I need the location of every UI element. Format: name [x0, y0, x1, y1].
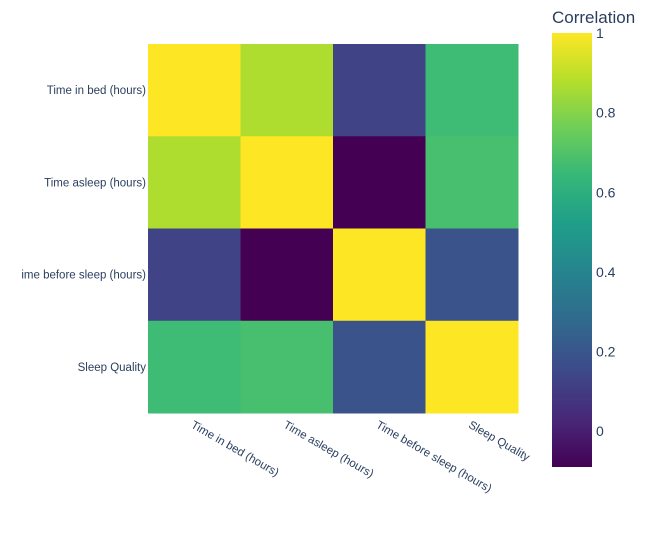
colorbar-tick-label: 0.4: [596, 264, 616, 280]
heatmap-cell-r3-c2: [333, 320, 426, 414]
colorbar: Correlation 0 0.2 0.4 0.6 0.8 1: [552, 8, 635, 467]
y-tick-label: Time in bed (hours): [47, 85, 146, 97]
heatmap-cell-r1-c0: [148, 136, 241, 229]
heatmap-cell-r0-c0: [148, 44, 241, 137]
heatmap-cell-r3-c3: [425, 320, 519, 414]
colorbar-tick-label: 0.2: [596, 344, 616, 360]
heatmap-cell-r1-c2: [333, 136, 426, 229]
colorbar-tick-label: 1: [596, 25, 604, 41]
heatmap-cell-r1-c1: [240, 136, 334, 229]
colorbar-tick-label: 0: [596, 423, 604, 439]
x-axis-tick-labels: Time in bed (hours) Time asleep (hours)Ti…: [189, 419, 532, 495]
y-tick-label: ime before sleep (hours): [21, 270, 146, 282]
heatmap-cells: [148, 44, 519, 414]
y-tick-label: Sleep Quality: [78, 362, 147, 374]
colorbar-gradient: [552, 33, 592, 467]
heatmap-cell-r0-c2: [333, 44, 426, 137]
colorbar-tick-labels: 0 0.2 0.4 0.6 0.8 1: [596, 25, 616, 439]
heatmap-cell-r0-c3: [425, 44, 519, 137]
heatmap-cell-r2-c3: [425, 228, 519, 322]
heatmap-cell-r0-c1: [240, 44, 334, 137]
heatmap-cell-r2-c2: [333, 228, 426, 322]
heatmap-cell-r1-c3: [425, 136, 519, 229]
heatmap-cell-r3-c0: [148, 320, 241, 414]
y-axis-tick-labels: Time in bed (hours) Time asleep (hours) im…: [21, 85, 146, 374]
x-tick-label: Time asleep (hours): [281, 419, 375, 480]
heatmap-cell-r2-c1: [240, 228, 334, 322]
x-tick-label: Time in bed (hours): [189, 419, 281, 479]
heatmap-cell-r2-c0: [148, 228, 241, 322]
colorbar-title: Correlation: [552, 8, 635, 27]
y-tick-label: Time asleep (hours): [44, 177, 146, 189]
heatmap-cell-r3-c1: [240, 320, 334, 414]
x-tick-label: Sleep Quality: [466, 419, 531, 464]
colorbar-tick-label: 0.8: [596, 105, 616, 121]
colorbar-tick-label: 0.6: [596, 184, 616, 200]
